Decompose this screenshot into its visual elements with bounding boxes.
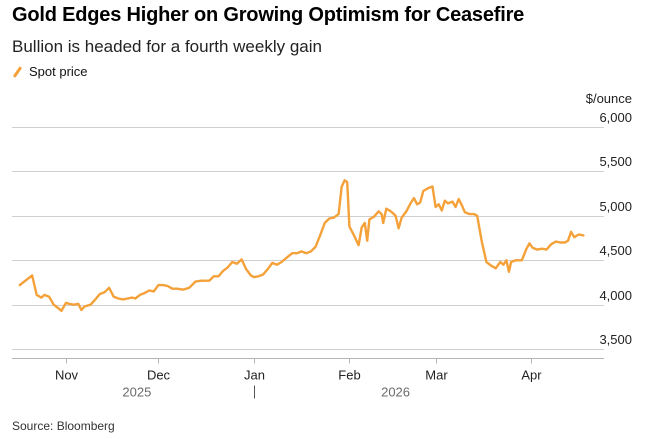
x-tick-label: Feb: [338, 368, 360, 383]
source-note: Source: Bloomberg: [12, 419, 115, 433]
legend-label: Spot price: [29, 64, 88, 79]
x-tick-label: Mar: [425, 368, 448, 383]
x-tick-label: Jan: [244, 368, 265, 383]
series-layer: [18, 179, 585, 313]
y-tick-label: 5,500: [599, 154, 632, 169]
y-tick-label: 5,000: [599, 199, 632, 214]
y-unit-label: $/ounce: [586, 91, 632, 106]
legend: Spot price: [12, 64, 88, 79]
y-axis: $/ounce 6,000 5,500 5,000 4,500 4,000 3,500: [586, 91, 632, 347]
series-line-spot-price: [18, 179, 585, 313]
x-tick-label: Nov: [55, 368, 79, 383]
x-tick-label: Dec: [147, 368, 171, 383]
chart-subtitle: Bullion is headed for a fourth weekly ga…: [12, 37, 322, 56]
y-tick-label: 4,500: [599, 243, 632, 258]
gridlines: [12, 127, 604, 350]
y-tick-label: 6,000: [599, 110, 632, 125]
year-label: 2025: [122, 385, 151, 400]
year-label: 2026: [381, 385, 410, 400]
y-tick-label: 3,500: [599, 332, 632, 347]
chart-title: Gold Edges Higher on Growing Optimism fo…: [12, 4, 525, 26]
x-tick-label: Apr: [521, 368, 542, 383]
y-tick-label: 4,000: [599, 288, 632, 303]
x-axis: Nov Dec Jan Feb Mar Apr 2025 2026: [12, 358, 604, 400]
